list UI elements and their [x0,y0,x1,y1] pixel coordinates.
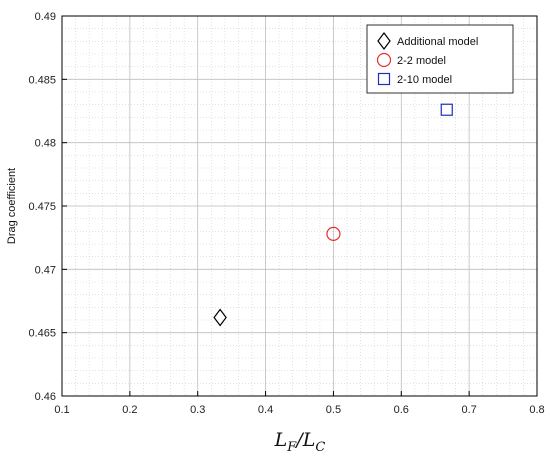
data-point-square [440,103,453,116]
x-tick-label: 0.4 [258,404,273,416]
x-tick-label: 0.5 [326,404,341,416]
data-points [213,103,453,327]
legend-box [366,24,514,94]
y-tick-label: 0.465 [28,328,56,340]
legend-label: 2-10 model [397,74,452,86]
x-tick-label: 0.8 [529,404,544,416]
legend: Additional model 2-2 model 2-10 model [366,24,514,94]
y-axis-label: Drag coefficient [6,168,18,244]
y-tick-label: 0.47 [35,264,56,276]
grid [61,15,538,397]
x-tick-label: 0.7 [461,404,476,416]
axis-ticks: 0.1 0.2 0.3 0.4 0.5 0.6 0.7 0.8 0.46 0.465 0.47 0.4… [28,11,544,416]
legend-label: Additional model [397,36,478,48]
x-tick-label: 0.2 [122,404,137,416]
x-tick-label: 0.6 [394,404,409,416]
y-tick-label: 0.49 [35,11,56,23]
data-point-diamond [213,308,227,327]
x-tick-label: 0.3 [190,404,205,416]
y-tick-label: 0.485 [28,74,56,86]
legend-label: 2-2 model [397,55,446,67]
legend-marker-square [377,72,391,86]
legend-marker-diamond [377,32,391,50]
y-tick-label: 0.46 [35,391,56,403]
x-tick-label: 0.1 [54,404,69,416]
data-point-circle [326,226,341,241]
y-tick-label: 0.475 [28,201,56,213]
x-axis-label: LF/LC [274,429,326,455]
y-tick-label: 0.48 [35,138,56,150]
legend-marker-circle [376,52,392,68]
